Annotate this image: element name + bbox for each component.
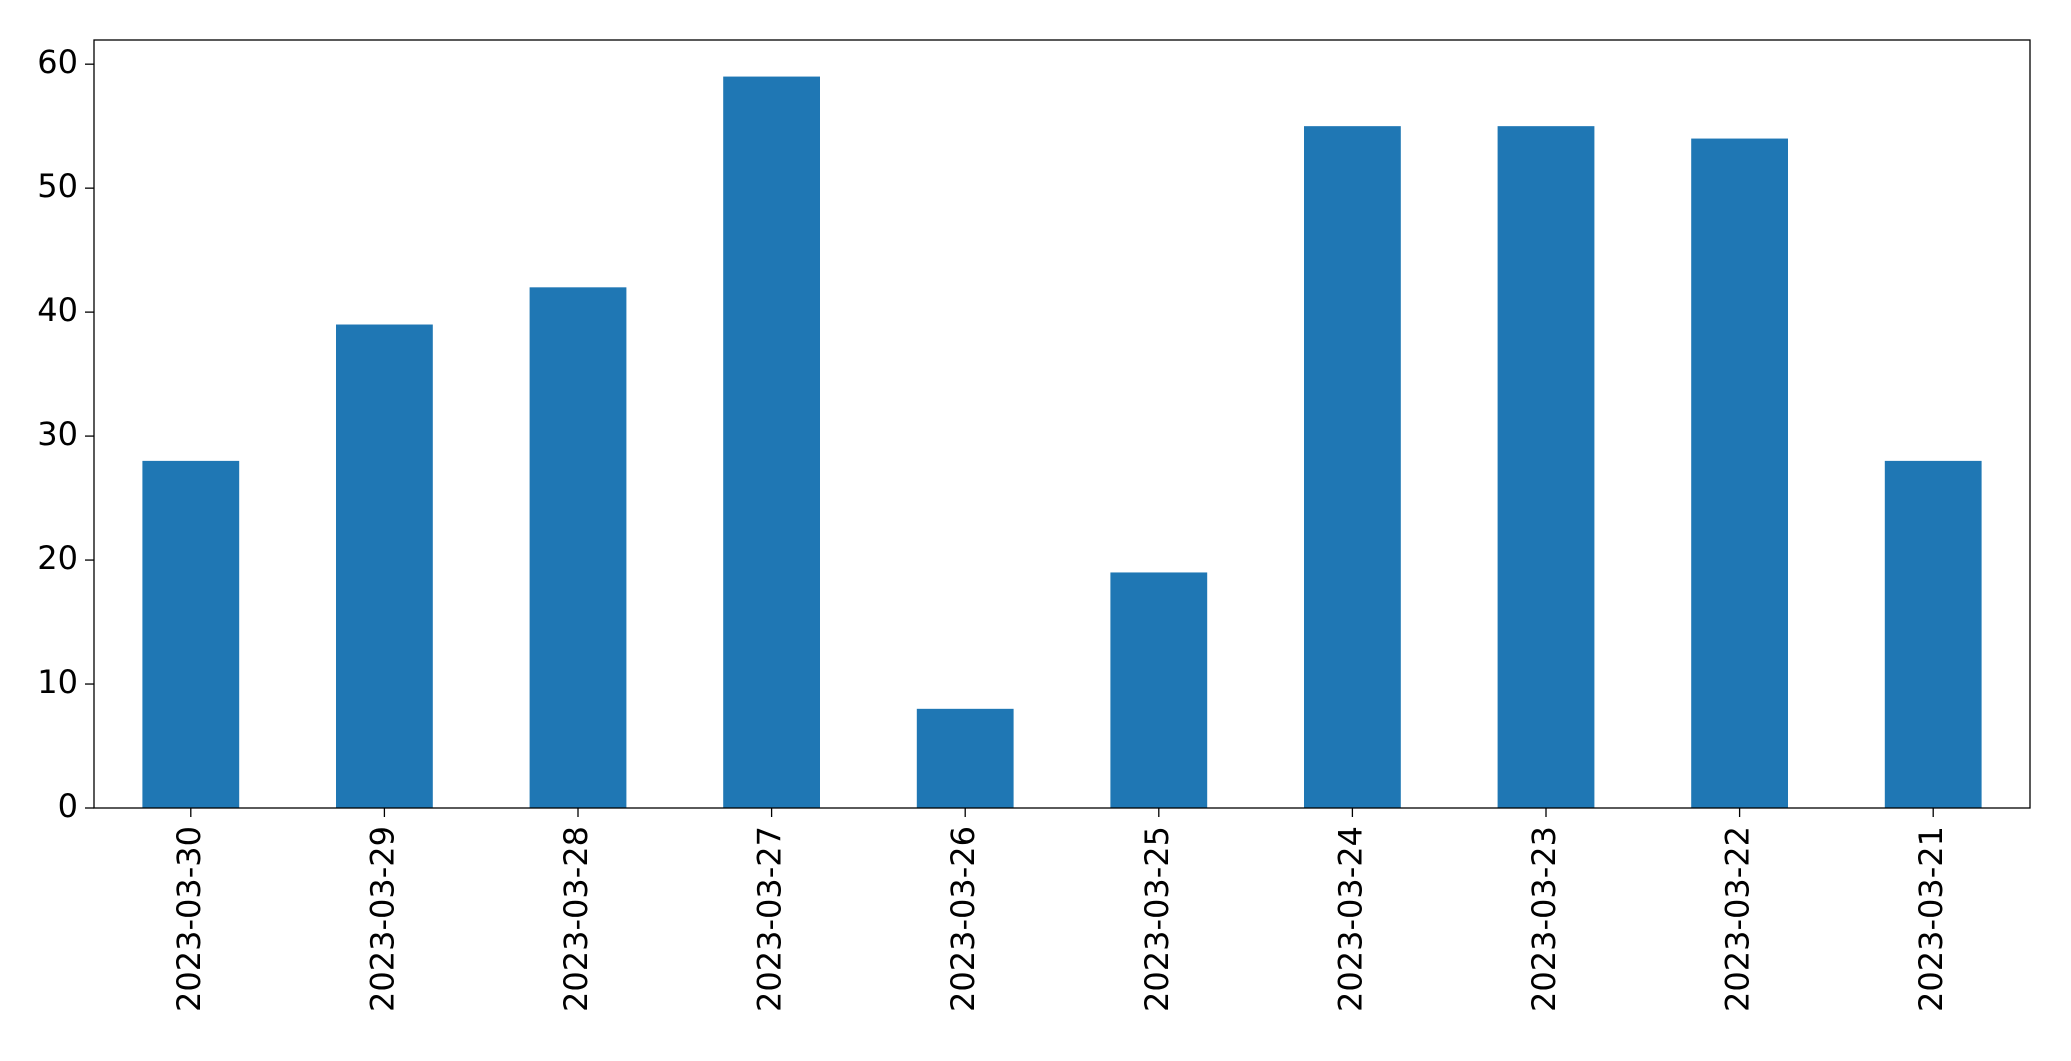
plot-frame	[93, 39, 2031, 809]
y-tick-label: 30	[37, 415, 78, 453]
bar	[1884, 460, 1982, 808]
bar	[529, 287, 627, 808]
y-tick-label: 40	[37, 291, 78, 329]
x-tick-label: 2023-03-22	[1719, 826, 1757, 1012]
y-tick-label: 60	[37, 43, 78, 81]
x-tick-label: 2023-03-28	[557, 826, 595, 1012]
x-tick-label: 2023-03-21	[1912, 826, 1950, 1012]
bar	[336, 324, 433, 808]
x-tick-label: 2023-03-30	[170, 826, 208, 1012]
x-tick-label: 2023-03-27	[751, 826, 789, 1012]
bar	[1110, 572, 1208, 808]
x-tick-label: 2023-03-26	[944, 826, 982, 1012]
y-tick-label: 0	[58, 787, 78, 825]
y-tick-label: 50	[37, 167, 78, 205]
bar	[916, 708, 1014, 808]
x-tick-label: 2023-03-25	[1138, 826, 1176, 1012]
bar	[1304, 126, 1401, 809]
x-tick-label: 2023-03-29	[363, 826, 401, 1012]
bar	[1497, 126, 1595, 809]
x-tick-label: 2023-03-23	[1525, 826, 1563, 1012]
bar	[1691, 138, 1788, 809]
bar	[142, 460, 240, 808]
x-tick-label: 2023-03-24	[1331, 826, 1369, 1012]
y-tick-label: 20	[37, 539, 78, 577]
y-tick-label: 10	[37, 663, 78, 701]
bar	[723, 76, 820, 809]
